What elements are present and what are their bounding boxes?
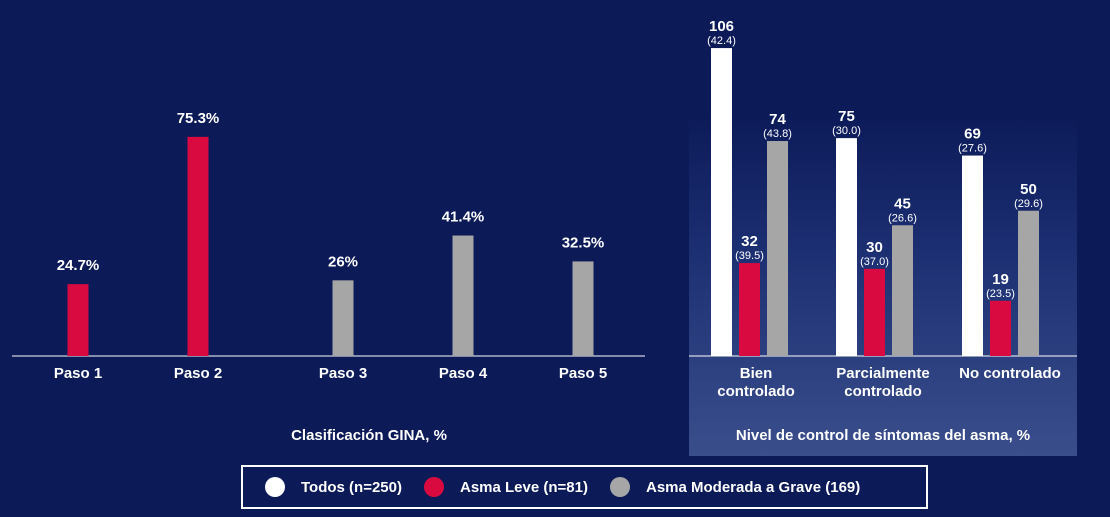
control-count-label: 50 [1020,181,1037,198]
control-percent-label: (39.5) [735,250,764,262]
gina-chart: 24.7% Paso 1 75.3% Paso 2 26% Paso 3 41.4% Paso… [12,110,645,382]
control-percent-label: (43.8) [763,128,792,140]
control-category-label: Bien [740,365,773,382]
control-percent-label: (29.6) [1014,198,1043,210]
control-percent-label: (26.6) [888,212,917,224]
control-count-label: 74 [769,111,786,128]
gina-value-label: 26% [328,253,358,270]
gina-bar [572,261,594,356]
gina-value-label: 24.7% [57,257,100,274]
legend-item-leve: Asma Leve (n=81) [424,477,588,497]
control-chart: 106(42.4) 75(30.0) 69(27.6) 32(39.5) 30(37.0… [689,18,1077,400]
control-panel-background [689,0,1077,456]
legend-label-todos: Todos (n=250) [301,478,402,496]
control-bar [767,141,788,356]
legend-dot-leve [424,477,444,497]
gina-category-label: Paso 2 [174,365,222,382]
control-percent-label: (30.0) [832,125,861,137]
gina-value-label: 32.5% [562,234,605,251]
control-bar [864,268,885,356]
control-count-label: 32 [741,233,758,250]
gina-category-label: Paso 5 [559,365,607,382]
legend: Todos (n=250) Asma Leve (n=81) Asma Mode… [241,465,928,509]
legend-label-leve: Asma Leve (n=81) [460,478,588,496]
legend-item-todos: Todos (n=250) [265,477,402,497]
gina-bar [67,284,89,356]
control-percent-label: (37.0) [860,256,889,268]
control-percent-label: (23.5) [986,288,1015,300]
legend-dot-todos [265,477,285,497]
control-category-label: No controlado [959,365,1061,382]
control-chart-title: Nivel de control de síntomas del asma, % [736,427,1030,444]
control-count-label: 30 [866,239,883,256]
control-percent-label: (27.6) [958,143,987,155]
gina-value-label: 75.3% [177,110,220,127]
gina-category-label: Paso 1 [54,365,102,382]
legend-dot-moderada [609,477,630,497]
control-category-label: controlado [717,383,795,400]
gina-value-label: 41.4% [442,209,485,226]
gina-bar [452,235,474,356]
control-bar [1018,210,1039,356]
control-bar [836,138,857,356]
control-count-label: 106 [709,18,734,35]
control-bar [739,263,760,356]
gina-category-label: Paso 3 [319,365,367,382]
control-bar [990,300,1011,356]
control-bar [711,48,732,356]
control-percent-label: (42.4) [707,35,736,47]
control-count-label: 45 [894,195,911,212]
control-bar [962,155,983,356]
control-category-label: Parcialmente [836,365,929,382]
gina-category-label: Paso 4 [439,365,488,382]
legend-label-moderada: Asma Moderada a Grave (169) [645,478,861,496]
control-count-label: 69 [964,126,981,143]
control-bar [892,225,913,356]
gina-bar [332,280,354,356]
gina-chart-title: Clasificación GINA, % [291,427,447,444]
control-count-label: 75 [838,108,855,125]
gina-bar [187,136,209,356]
legend-item-moderada: Asma Moderada a Grave (169) [609,477,861,497]
control-count-label: 19 [992,271,1009,288]
control-category-label: controlado [844,383,922,400]
